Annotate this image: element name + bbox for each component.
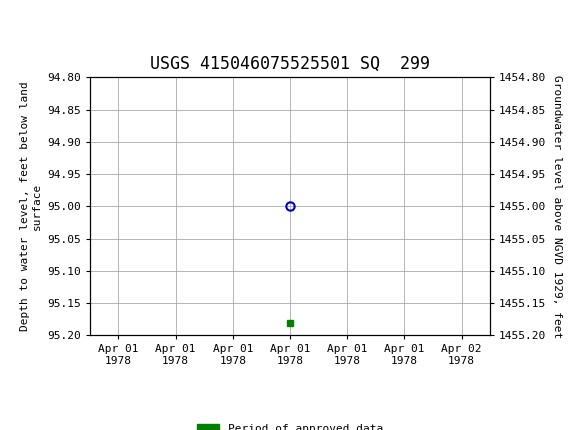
Y-axis label: Groundwater level above NGVD 1929, feet: Groundwater level above NGVD 1929, feet [552,75,562,338]
Legend: Period of approved data: Period of approved data [193,419,387,430]
Text: USGS: USGS [44,10,99,28]
Title: USGS 415046075525501 SQ  299: USGS 415046075525501 SQ 299 [150,55,430,73]
Y-axis label: Depth to water level, feet below land
surface: Depth to water level, feet below land su… [20,82,42,331]
